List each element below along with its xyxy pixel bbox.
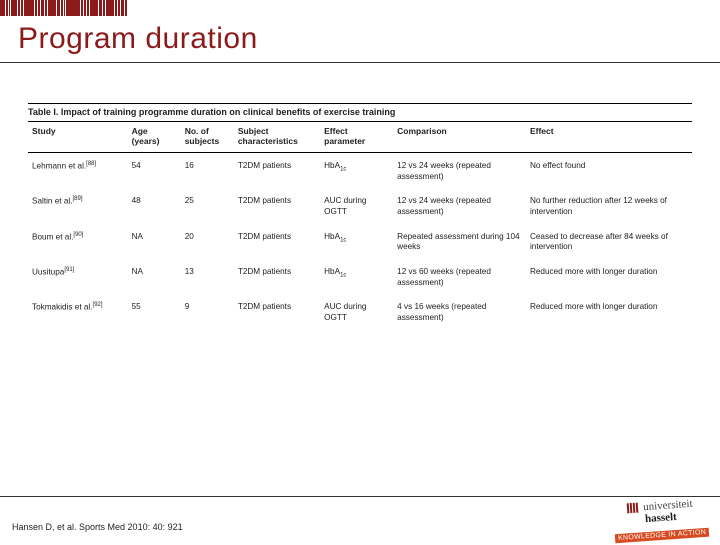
table-cell: HbA1c [320, 153, 393, 189]
barcode-bar [0, 0, 5, 16]
column-header: Age(years) [128, 122, 181, 153]
barcode-bar [106, 0, 114, 16]
barcode-bar [81, 0, 83, 16]
table-cell: No effect found [526, 153, 692, 189]
barcode-bar [115, 0, 117, 16]
citation-text: Hansen D, et al. Sports Med 2010: 40: 92… [12, 522, 183, 532]
table-cell: 12 vs 24 weeks (repeated assessment) [393, 188, 526, 223]
table-cell: Reduced more with longer duration [526, 259, 692, 294]
barcode-bar [125, 0, 127, 16]
barcode-bar [21, 0, 23, 16]
barcode-bar [9, 0, 10, 16]
logo-word-2: hasselt [644, 511, 677, 525]
table-cell: 25 [181, 188, 234, 223]
table-cell: 55 [128, 294, 181, 329]
barcode-bar [64, 0, 65, 16]
barcode-bar [18, 0, 20, 16]
barcode-bar [66, 0, 80, 16]
table-head: StudyAge(years)No. ofsubjectsSubjectchar… [28, 122, 692, 153]
logo-tagline: KNOWLEDGE IN ACTION [615, 528, 710, 544]
column-header: No. ofsubjects [181, 122, 234, 153]
table-cell: 9 [181, 294, 234, 329]
table-row: Saltin et al.[89]4825T2DM patientsAUC du… [28, 188, 692, 223]
university-logo: universiteit hasselt KNOWLEDGE IN ACTION [612, 497, 709, 545]
barcode-bar [38, 0, 40, 16]
table-cell: AUC during OGTT [320, 294, 393, 329]
table-cell: T2DM patients [234, 294, 320, 329]
table-cell: Lehmann et al.[88] [28, 153, 128, 189]
logo-bars-icon [627, 503, 639, 514]
table-cell: T2DM patients [234, 188, 320, 223]
table-cell: 48 [128, 188, 181, 223]
table-cell: Uusitupa[91] [28, 259, 128, 294]
header-barcode [0, 0, 200, 16]
barcode-bar [6, 0, 8, 16]
table-cell: Boum et al.[90] [28, 224, 128, 259]
table-cell: NA [128, 224, 181, 259]
table-cell: HbA1c [320, 259, 393, 294]
table-cell: Reduced more with longer duration [526, 294, 692, 329]
table-cell: Repeated assessment during 104 weeks [393, 224, 526, 259]
barcode-bar [41, 0, 44, 16]
table-cell: 54 [128, 153, 181, 189]
table-cell: Tokmakidis et al.[92] [28, 294, 128, 329]
column-header: Effectparameter [320, 122, 393, 153]
barcode-bar [45, 0, 47, 16]
barcode-bar [121, 0, 124, 16]
barcode-bar [24, 0, 34, 16]
table-cell: 12 vs 60 weeks (repeated assessment) [393, 259, 526, 294]
barcode-bar [87, 0, 89, 16]
barcode-bar [103, 0, 105, 16]
page-title: Program duration [18, 22, 702, 56]
table-cell: 20 [181, 224, 234, 259]
barcode-bar [11, 0, 17, 16]
column-header: Subjectcharacteristics [234, 122, 320, 153]
table-cell: T2DM patients [234, 153, 320, 189]
barcode-bar [57, 0, 60, 16]
barcode-bar [84, 0, 86, 16]
table-region: Table I. Impact of training programme du… [0, 63, 720, 330]
column-header: Comparison [393, 122, 526, 153]
table-cell: AUC during OGTT [320, 188, 393, 223]
table-row: Uusitupa[91]NA13T2DM patientsHbA1c12 vs … [28, 259, 692, 294]
table-cell: T2DM patients [234, 224, 320, 259]
caption-label: Table I. [28, 107, 58, 117]
table-row: Lehmann et al.[88]5416T2DM patientsHbA1c… [28, 153, 692, 189]
barcode-bar [99, 0, 102, 16]
table-cell: T2DM patients [234, 259, 320, 294]
table-cell: 16 [181, 153, 234, 189]
table-caption: Table I. Impact of training programme du… [28, 103, 692, 122]
caption-text: Impact of training programme duration on… [61, 107, 396, 117]
table-cell: No further reduction after 12 weeks of i… [526, 188, 692, 223]
table-cell: 12 vs 24 weeks (repeated assessment) [393, 153, 526, 189]
data-table: StudyAge(years)No. ofsubjectsSubjectchar… [28, 122, 692, 330]
barcode-bar [118, 0, 120, 16]
table-body: Lehmann et al.[88]5416T2DM patientsHbA1c… [28, 153, 692, 330]
barcode-bar [35, 0, 37, 16]
column-header: Study [28, 122, 128, 153]
table-row: Boum et al.[90]NA20T2DM patientsHbA1cRep… [28, 224, 692, 259]
footer: Hansen D, et al. Sports Med 2010: 40: 92… [0, 496, 720, 540]
table-cell: 4 vs 16 weeks (repeated assessment) [393, 294, 526, 329]
table-cell: Saltin et al.[89] [28, 188, 128, 223]
table-cell: HbA1c [320, 224, 393, 259]
barcode-bar [48, 0, 56, 16]
table-cell: NA [128, 259, 181, 294]
column-header: Effect [526, 122, 692, 153]
barcode-bar [61, 0, 63, 16]
barcode-bar [90, 0, 98, 16]
table-cell: Ceased to decrease after 84 weeks of int… [526, 224, 692, 259]
table-cell: 13 [181, 259, 234, 294]
table-row: Tokmakidis et al.[92]559T2DM patientsAUC… [28, 294, 692, 329]
